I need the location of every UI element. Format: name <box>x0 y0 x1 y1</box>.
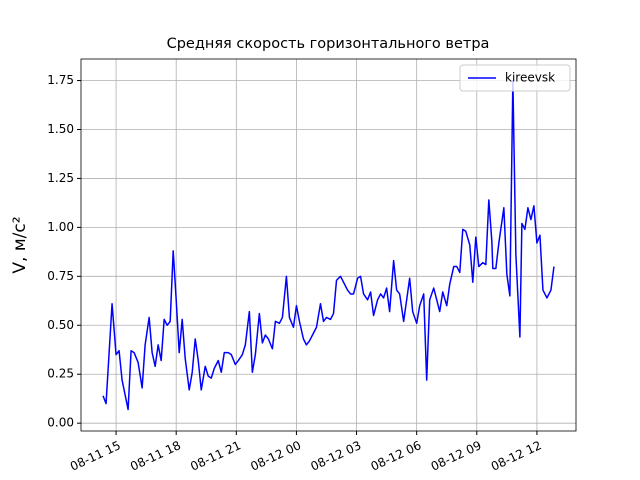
x-tick-label: 08-11 21 <box>188 438 243 473</box>
y-tick-label: 1.50 <box>47 122 74 136</box>
y-tick-label: 1.75 <box>47 73 74 87</box>
x-tick-label: 08-12 03 <box>308 438 363 473</box>
y-tick-label: 1.25 <box>47 171 74 185</box>
y-tick-label: 1.00 <box>47 220 74 234</box>
x-tick-label: 08-11 18 <box>128 438 183 473</box>
x-tick-label: 08-12 06 <box>369 438 424 473</box>
x-tick-label: 08-11 15 <box>68 438 123 473</box>
y-tick-label: 0.00 <box>47 416 74 430</box>
y-tick-label: 0.75 <box>47 269 74 283</box>
chart-title: Средняя скорость горизонтального ветра <box>167 36 490 52</box>
legend-box <box>459 64 571 92</box>
legend: kireevsk <box>459 64 571 92</box>
x-tick-label: 08-12 09 <box>429 438 484 473</box>
y-tick-label: 0.50 <box>47 318 74 332</box>
y-axis-label: V, м/с² <box>10 216 30 273</box>
x-tick-label: 08-12 00 <box>248 438 303 473</box>
plot-frame <box>80 58 577 432</box>
legend-label: kireevsk <box>505 71 555 85</box>
y-tick-label: 0.25 <box>47 367 74 381</box>
x-tick-label: 08-12 12 <box>489 438 544 473</box>
data-line <box>102 79 555 411</box>
